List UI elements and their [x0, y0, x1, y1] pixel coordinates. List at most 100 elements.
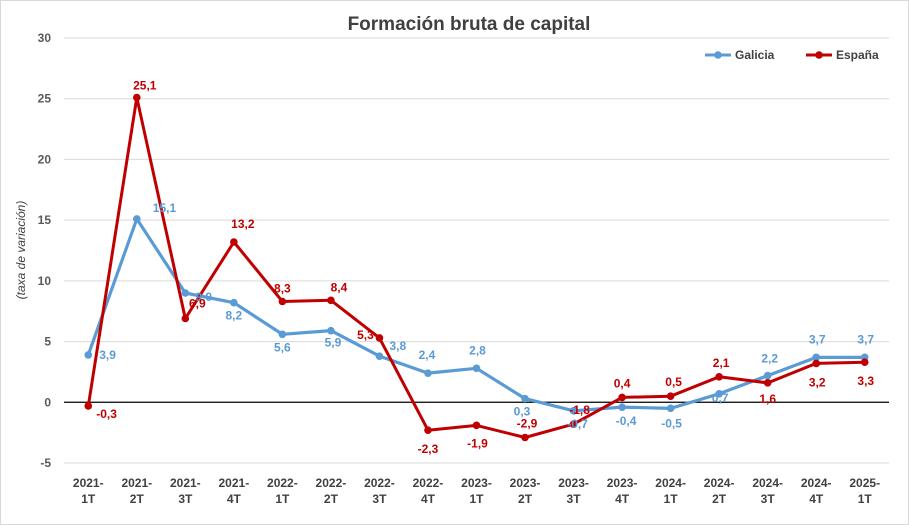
x-tick-label-line: 3T — [761, 492, 776, 506]
data-label: 3,8 — [389, 339, 406, 353]
data-point — [812, 353, 821, 362]
x-tick-label: 2021- 3T — [170, 476, 201, 506]
data-point — [181, 314, 190, 323]
x-tick-label-line: 1T — [664, 492, 679, 506]
x-tick-label-line: 2021- — [121, 476, 152, 490]
y-tick-label: 15 — [38, 213, 52, 227]
data-point — [327, 296, 335, 305]
data-point — [763, 379, 772, 387]
legend-label: España — [836, 48, 879, 62]
x-tick-label-line: 2T — [518, 492, 533, 506]
data-label: 5,9 — [325, 336, 342, 350]
data-point — [618, 403, 626, 411]
x-tick-label-line: 1T — [81, 492, 96, 506]
data-point — [472, 364, 481, 373]
x-tick-label-line: 2T — [712, 492, 727, 506]
data-label: 3,2 — [809, 375, 826, 389]
data-label: 2,4 — [419, 348, 436, 362]
data-label: 13,2 — [231, 217, 255, 231]
data-point — [860, 358, 869, 367]
x-tick-label-line: 2023- — [510, 476, 541, 490]
data-point — [569, 406, 578, 415]
y-tick-label: 30 — [38, 31, 52, 45]
data-label: 2,8 — [469, 343, 486, 357]
x-tick-label: 2022- 4T — [413, 476, 444, 506]
data-label: 6,9 — [189, 297, 206, 311]
data-point — [521, 394, 529, 403]
x-tick-label-line: 2024- — [752, 476, 783, 490]
x-tick-label-line: 2024- — [655, 476, 686, 490]
x-tick-label-line: 2021- — [219, 476, 250, 490]
data-label: 9,0 — [195, 290, 212, 304]
data-point — [230, 298, 238, 307]
data-point — [278, 330, 287, 339]
data-point — [132, 93, 141, 102]
data-label: 25,1 — [133, 79, 157, 93]
data-point — [375, 352, 384, 360]
data-label: 3,7 — [809, 332, 826, 346]
legend: Galicia España — [705, 48, 879, 62]
x-tick-label-line: 2021- — [73, 476, 104, 490]
data-label: 0,7 — [712, 391, 729, 405]
legend-item: España — [806, 48, 879, 62]
x-tick-label-line: 2022- — [316, 476, 347, 490]
data-label: -0,4 — [616, 414, 637, 428]
x-tick-label: 2022- 1T — [267, 476, 298, 506]
data-label: -1,8 — [569, 403, 590, 417]
data-label: 2,2 — [761, 352, 778, 366]
x-tick-label: 2023- 4T — [607, 476, 638, 506]
data-point — [327, 326, 335, 335]
data-label: 0,5 — [665, 375, 682, 389]
data-label: 5,6 — [274, 340, 291, 354]
x-tick-label: 2024- 1T — [655, 476, 686, 506]
x-tick-label-line: 2025- — [849, 476, 880, 490]
y-tick-label: 25 — [38, 92, 52, 106]
data-point — [715, 389, 723, 398]
y-tick-label: 20 — [38, 152, 52, 166]
x-tick-label-line: 2022- — [364, 476, 395, 490]
x-tick-label-line: 4T — [809, 492, 824, 506]
x-tick-label-line: 2T — [130, 492, 145, 506]
data-point — [715, 372, 723, 381]
data-point — [278, 297, 287, 306]
legend-label: Galicia — [735, 48, 775, 62]
series-line — [86, 217, 865, 413]
data-label: 1,6 — [759, 392, 776, 406]
x-tick-label-line: 3T — [567, 492, 582, 506]
data-point — [84, 351, 93, 359]
data-point — [521, 433, 529, 442]
data-label: 5,3 — [357, 328, 374, 342]
x-tick-label-line: 1T — [275, 492, 290, 506]
data-label: 8,2 — [226, 309, 243, 323]
data-label: 8,4 — [331, 280, 348, 294]
series-line — [86, 96, 865, 439]
x-tick-label-line: 2023- — [607, 476, 638, 490]
x-tick-label: 2022- 3T — [364, 476, 395, 506]
data-point — [230, 238, 238, 246]
x-tick-label: 2024- 4T — [801, 476, 832, 506]
y-tick-label: 10 — [38, 274, 52, 288]
data-point — [569, 420, 578, 428]
series-lines — [86, 96, 865, 439]
x-axis-ticks: 2021-1T2021-2T2021-3T2021-4T2022-1T2022-… — [73, 476, 880, 506]
data-point — [666, 392, 675, 401]
x-tick-label-line: 2022- — [413, 476, 444, 490]
series-points — [84, 93, 869, 442]
x-tick-label-line: 2021- — [170, 476, 201, 490]
x-tick-label-line: 3T — [178, 492, 193, 506]
legend-swatch-point — [714, 51, 722, 59]
x-tick-label-line: 4T — [615, 492, 630, 506]
x-tick-label: 2025- 1T — [849, 476, 880, 506]
x-tick-label-line: 3T — [372, 492, 387, 506]
data-point — [84, 402, 93, 410]
data-point — [132, 215, 141, 223]
data-label: 0,4 — [614, 376, 631, 390]
x-tick-label-line: 2022- — [267, 476, 298, 490]
data-label: 0,3 — [514, 405, 531, 419]
chart-title: Formación bruta de capital — [348, 14, 591, 35]
legend-swatch-point — [815, 51, 823, 59]
x-tick-label-line: 2023- — [461, 476, 492, 490]
data-label: 3,3 — [857, 374, 874, 388]
x-tick-label-line: 4T — [227, 492, 242, 506]
